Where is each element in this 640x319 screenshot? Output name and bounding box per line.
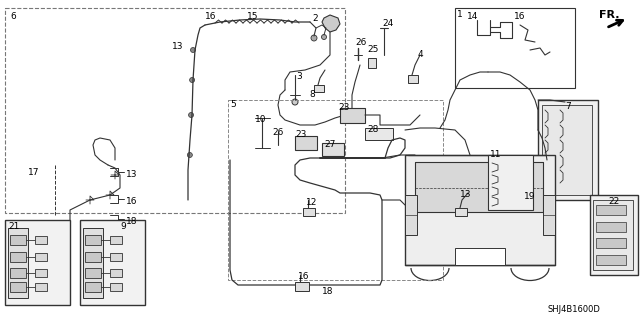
Text: 27: 27 [324,140,335,149]
Bar [8,228,28,298]
Text: 15: 15 [247,12,259,21]
Bar [543,195,555,235]
Bar [405,155,555,265]
Text: 11: 11 [490,150,502,159]
Text: 18: 18 [322,287,333,296]
Text: 23: 23 [295,130,307,139]
Bar [85,282,101,292]
Text: 6: 6 [10,12,16,21]
Text: 16: 16 [126,197,138,206]
Text: 28: 28 [367,125,378,134]
Text: FR.: FR. [599,10,620,20]
Circle shape [189,78,195,83]
Text: 21: 21 [8,222,19,231]
Bar [455,208,467,216]
Bar [110,283,122,291]
Bar [85,252,101,262]
Text: 16: 16 [514,12,525,21]
Text: 1: 1 [457,10,463,19]
Bar [593,200,633,270]
Bar [80,220,145,305]
Circle shape [191,48,195,53]
Text: 22: 22 [608,197,620,206]
Bar [303,208,315,216]
Bar [590,195,638,275]
Text: 7: 7 [565,102,571,111]
Bar [110,269,122,277]
Bar [596,205,626,215]
Bar [10,252,26,262]
Circle shape [321,34,326,40]
Bar [5,220,70,305]
Text: 5: 5 [230,100,236,109]
Bar [314,85,324,92]
Bar [455,248,505,265]
Bar [322,143,344,156]
Circle shape [189,113,193,117]
Text: 13: 13 [126,170,138,179]
Text: 18: 18 [126,217,138,226]
Bar [35,253,47,261]
Text: 14: 14 [467,12,478,21]
Bar [365,128,393,140]
Bar [110,253,122,261]
Text: 13: 13 [172,42,184,51]
Bar [542,105,592,195]
Bar [85,268,101,278]
Bar [408,75,418,83]
Bar [10,282,26,292]
Bar [85,235,101,245]
Text: 26: 26 [355,38,366,47]
Bar [455,8,575,88]
Bar [10,268,26,278]
Bar [110,236,122,244]
Bar [83,228,103,298]
Text: 12: 12 [306,198,317,207]
Text: 2: 2 [312,14,317,23]
Bar [538,100,598,200]
Text: 4: 4 [418,50,424,59]
Bar [415,162,543,212]
Bar [295,136,317,150]
Circle shape [311,35,317,41]
Circle shape [536,196,544,204]
Text: 10: 10 [255,115,266,124]
Bar [5,8,345,213]
Bar [596,255,626,265]
Bar [340,108,365,123]
Bar [35,236,47,244]
Text: 16: 16 [205,12,216,21]
Text: 9: 9 [120,222,125,231]
Circle shape [292,99,298,105]
Text: 8: 8 [309,90,315,99]
Bar [295,282,309,291]
Bar [10,235,26,245]
Bar [596,238,626,248]
Bar [405,195,417,235]
Bar [596,222,626,232]
Bar [35,283,47,291]
Text: 26: 26 [272,128,284,137]
Bar [368,58,376,68]
Text: SHJ4B1600D: SHJ4B1600D [548,305,601,314]
Circle shape [188,152,193,158]
Text: 25: 25 [367,45,378,54]
Text: 13: 13 [460,190,472,199]
Bar [35,269,47,277]
Bar [488,155,533,210]
Bar [228,100,443,280]
Text: 3: 3 [296,72,301,81]
Text: 24: 24 [382,19,393,28]
Circle shape [411,164,419,172]
Text: 17: 17 [28,168,40,177]
Text: 16: 16 [298,272,310,281]
Text: 23: 23 [338,103,349,112]
Polygon shape [322,15,340,32]
Text: 19: 19 [524,192,536,201]
